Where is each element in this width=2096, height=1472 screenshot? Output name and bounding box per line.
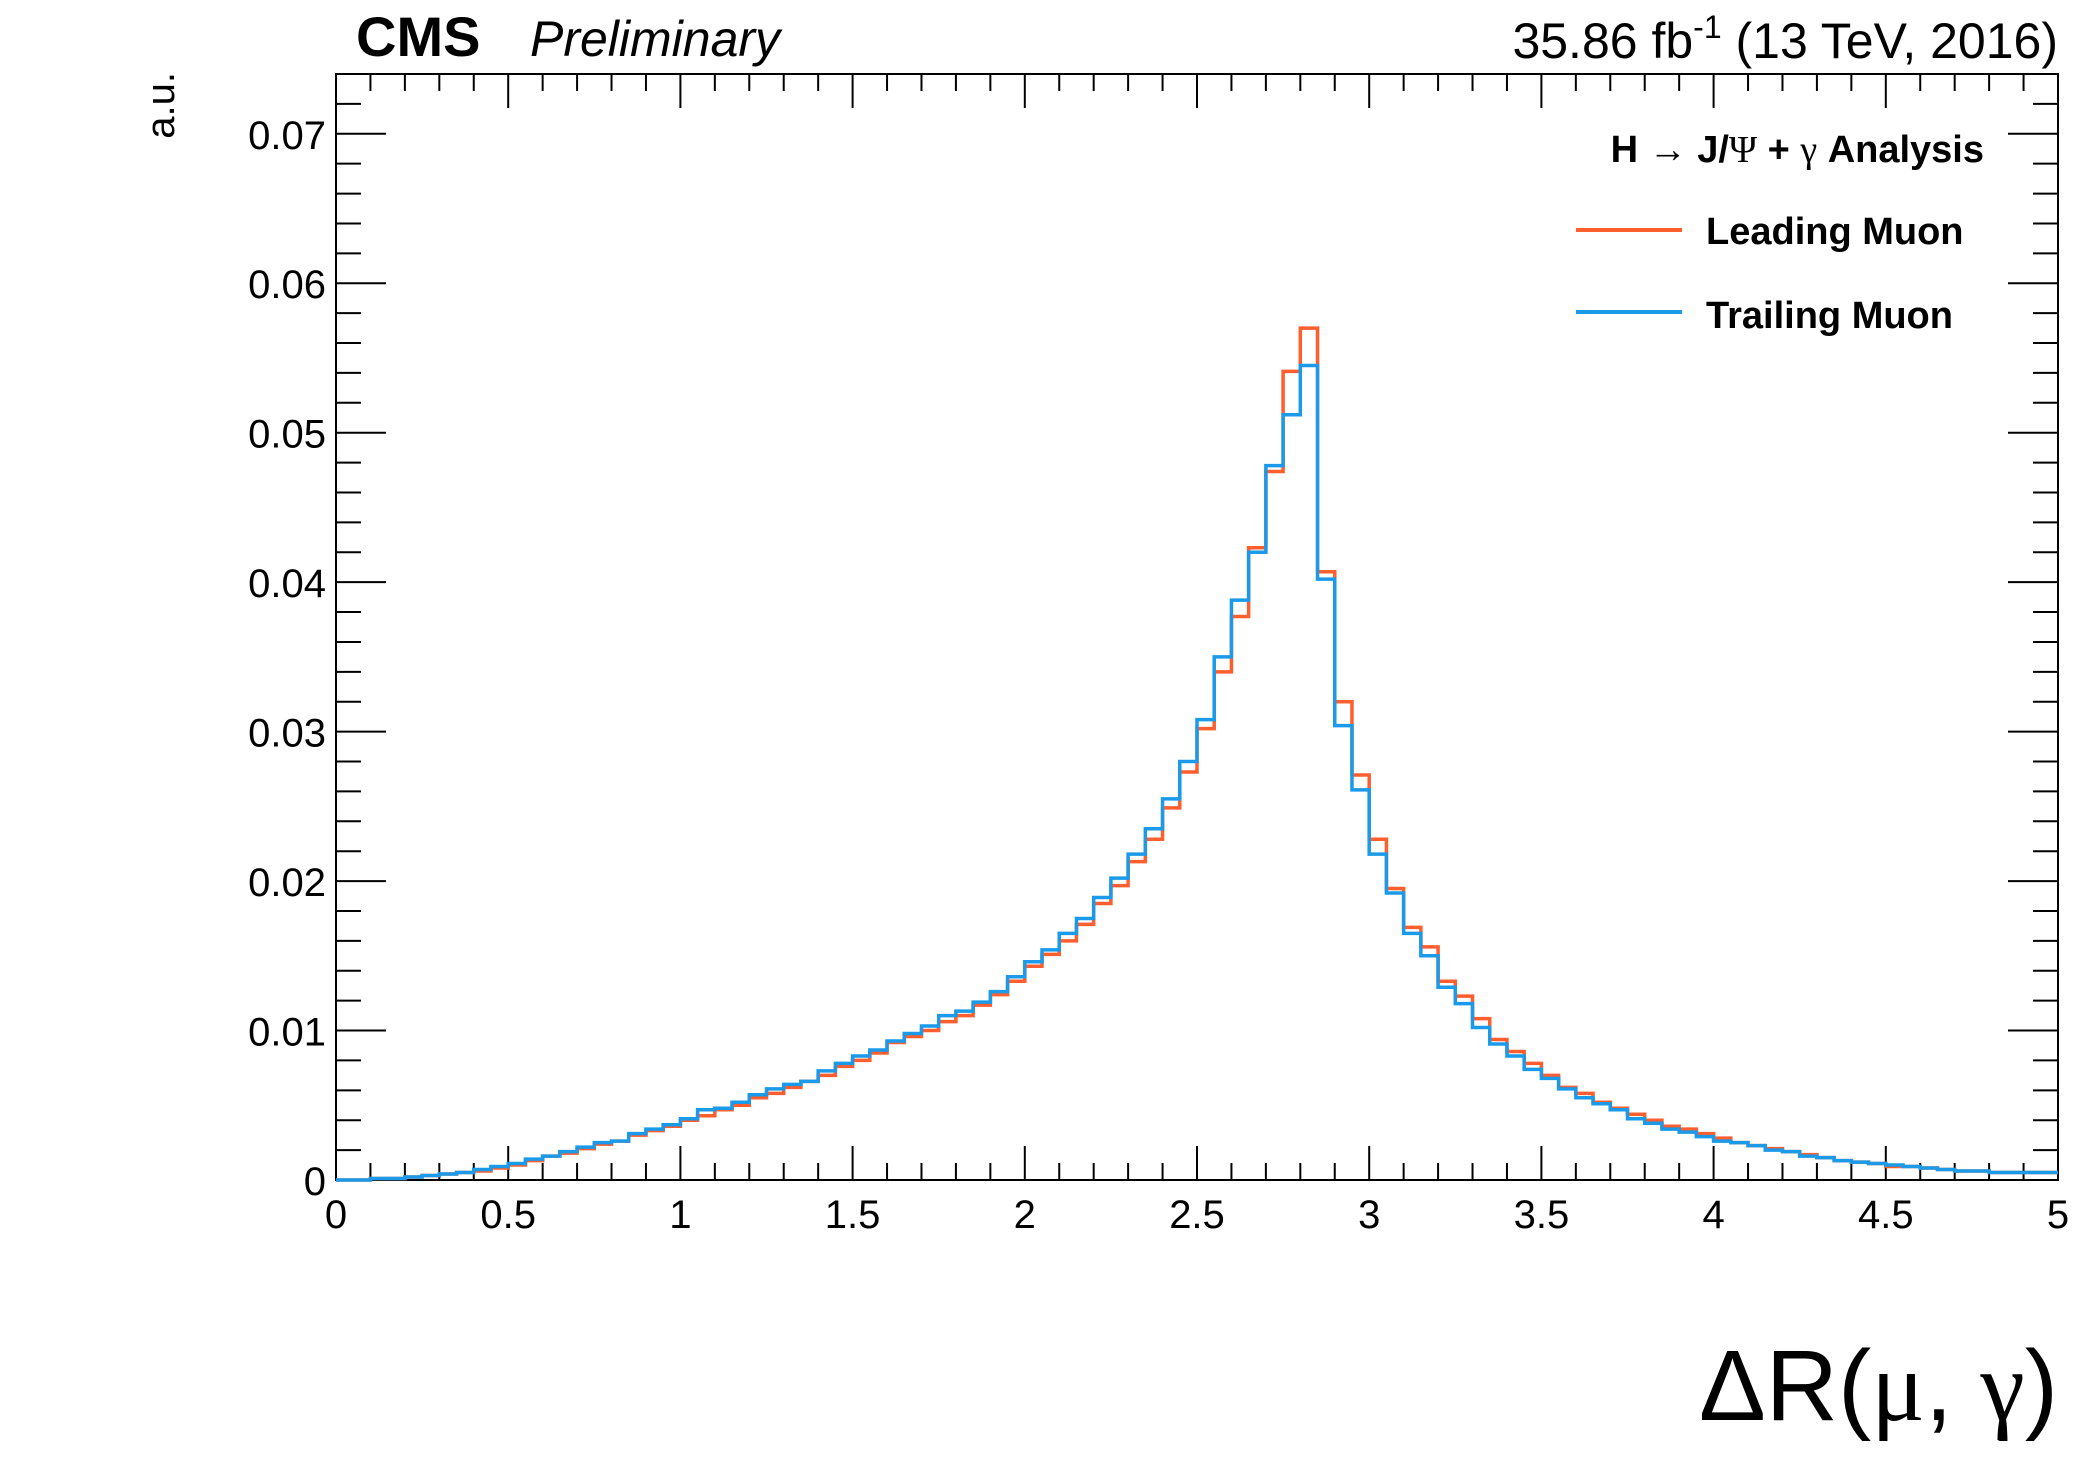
x-axis-label: ΔR(μ, γ) xyxy=(1699,1330,2058,1442)
legend-title-plus: + xyxy=(1768,129,1790,171)
x-tick-labels: 0 0.5 1 1.5 2 2.5 3 3.5 4 4.5 5 xyxy=(325,1193,2069,1237)
series-trailing-muon xyxy=(336,363,2058,1182)
gamma-symbol: γ xyxy=(1799,129,1817,171)
legend-label-leading: Leading Muon xyxy=(1706,211,1964,253)
mu-symbol: μ xyxy=(1871,1331,1925,1442)
x-tick-label: 1.5 xyxy=(825,1193,881,1237)
x-tick-label: 0 xyxy=(325,1193,347,1237)
status-label: Preliminary xyxy=(530,11,783,67)
x-axis-label-close: ) xyxy=(2025,1330,2058,1442)
legend-title-j: J/ xyxy=(1697,129,1729,171)
x-axis-label-sep: , xyxy=(1925,1330,1981,1442)
gamma-symbol: γ xyxy=(1979,1331,2024,1442)
legend-title-tail: Analysis xyxy=(1828,129,1984,171)
x-axis-label-r: R( xyxy=(1766,1330,1872,1442)
x-tick-label: 0.5 xyxy=(480,1193,536,1237)
x-tick-label: 1 xyxy=(669,1193,691,1237)
x-tick-label: 4 xyxy=(1702,1193,1724,1237)
legend-title-h: H xyxy=(1611,129,1638,171)
y-tick-label: 0.05 xyxy=(248,413,326,457)
x-tick-label: 2 xyxy=(1014,1193,1036,1237)
legend-title: H → J/Ψ + γ Analysis xyxy=(1611,129,1984,171)
x-tick-label: 3 xyxy=(1358,1193,1380,1237)
y-tick-label: 0.04 xyxy=(248,562,326,606)
y-tick-label: 0.03 xyxy=(248,712,326,756)
axis-ticks xyxy=(335,73,2059,1181)
y-tick-label: 0.07 xyxy=(248,114,326,158)
x-tick-label: 5 xyxy=(2047,1193,2069,1237)
y-tick-label: 0.01 xyxy=(248,1011,326,1055)
legend-label-trailing: Trailing Muon xyxy=(1706,295,1953,337)
y-axis-label: a.u. xyxy=(139,72,183,139)
luminosity-value: 35.86 fb xyxy=(1512,13,1693,69)
luminosity-exponent: -1 xyxy=(1693,9,1721,45)
psi-symbol: Ψ xyxy=(1729,129,1757,171)
y-tick-label: 0.06 xyxy=(248,263,326,307)
y-tick-labels: 0 0.01 0.02 0.03 0.04 0.05 0.06 0.07 xyxy=(248,114,326,1204)
x-tick-label: 3.5 xyxy=(1514,1193,1570,1237)
legend: H → J/Ψ + γ Analysis Leading Muon Traili… xyxy=(1576,129,1984,337)
y-tick-label: 0 xyxy=(304,1160,326,1204)
x-tick-label: 4.5 xyxy=(1858,1193,1914,1237)
luminosity-energy: (13 TeV, 2016) xyxy=(1722,13,2058,69)
arrow-symbol: → xyxy=(1649,129,1687,171)
luminosity-label: 35.86 fb-1 (13 TeV, 2016) xyxy=(1512,9,2058,69)
y-tick-label: 0.02 xyxy=(248,861,326,905)
experiment-label: CMS xyxy=(356,5,480,68)
x-tick-label: 2.5 xyxy=(1169,1193,1225,1237)
x-axis-label-delta: Δ xyxy=(1699,1330,1766,1442)
